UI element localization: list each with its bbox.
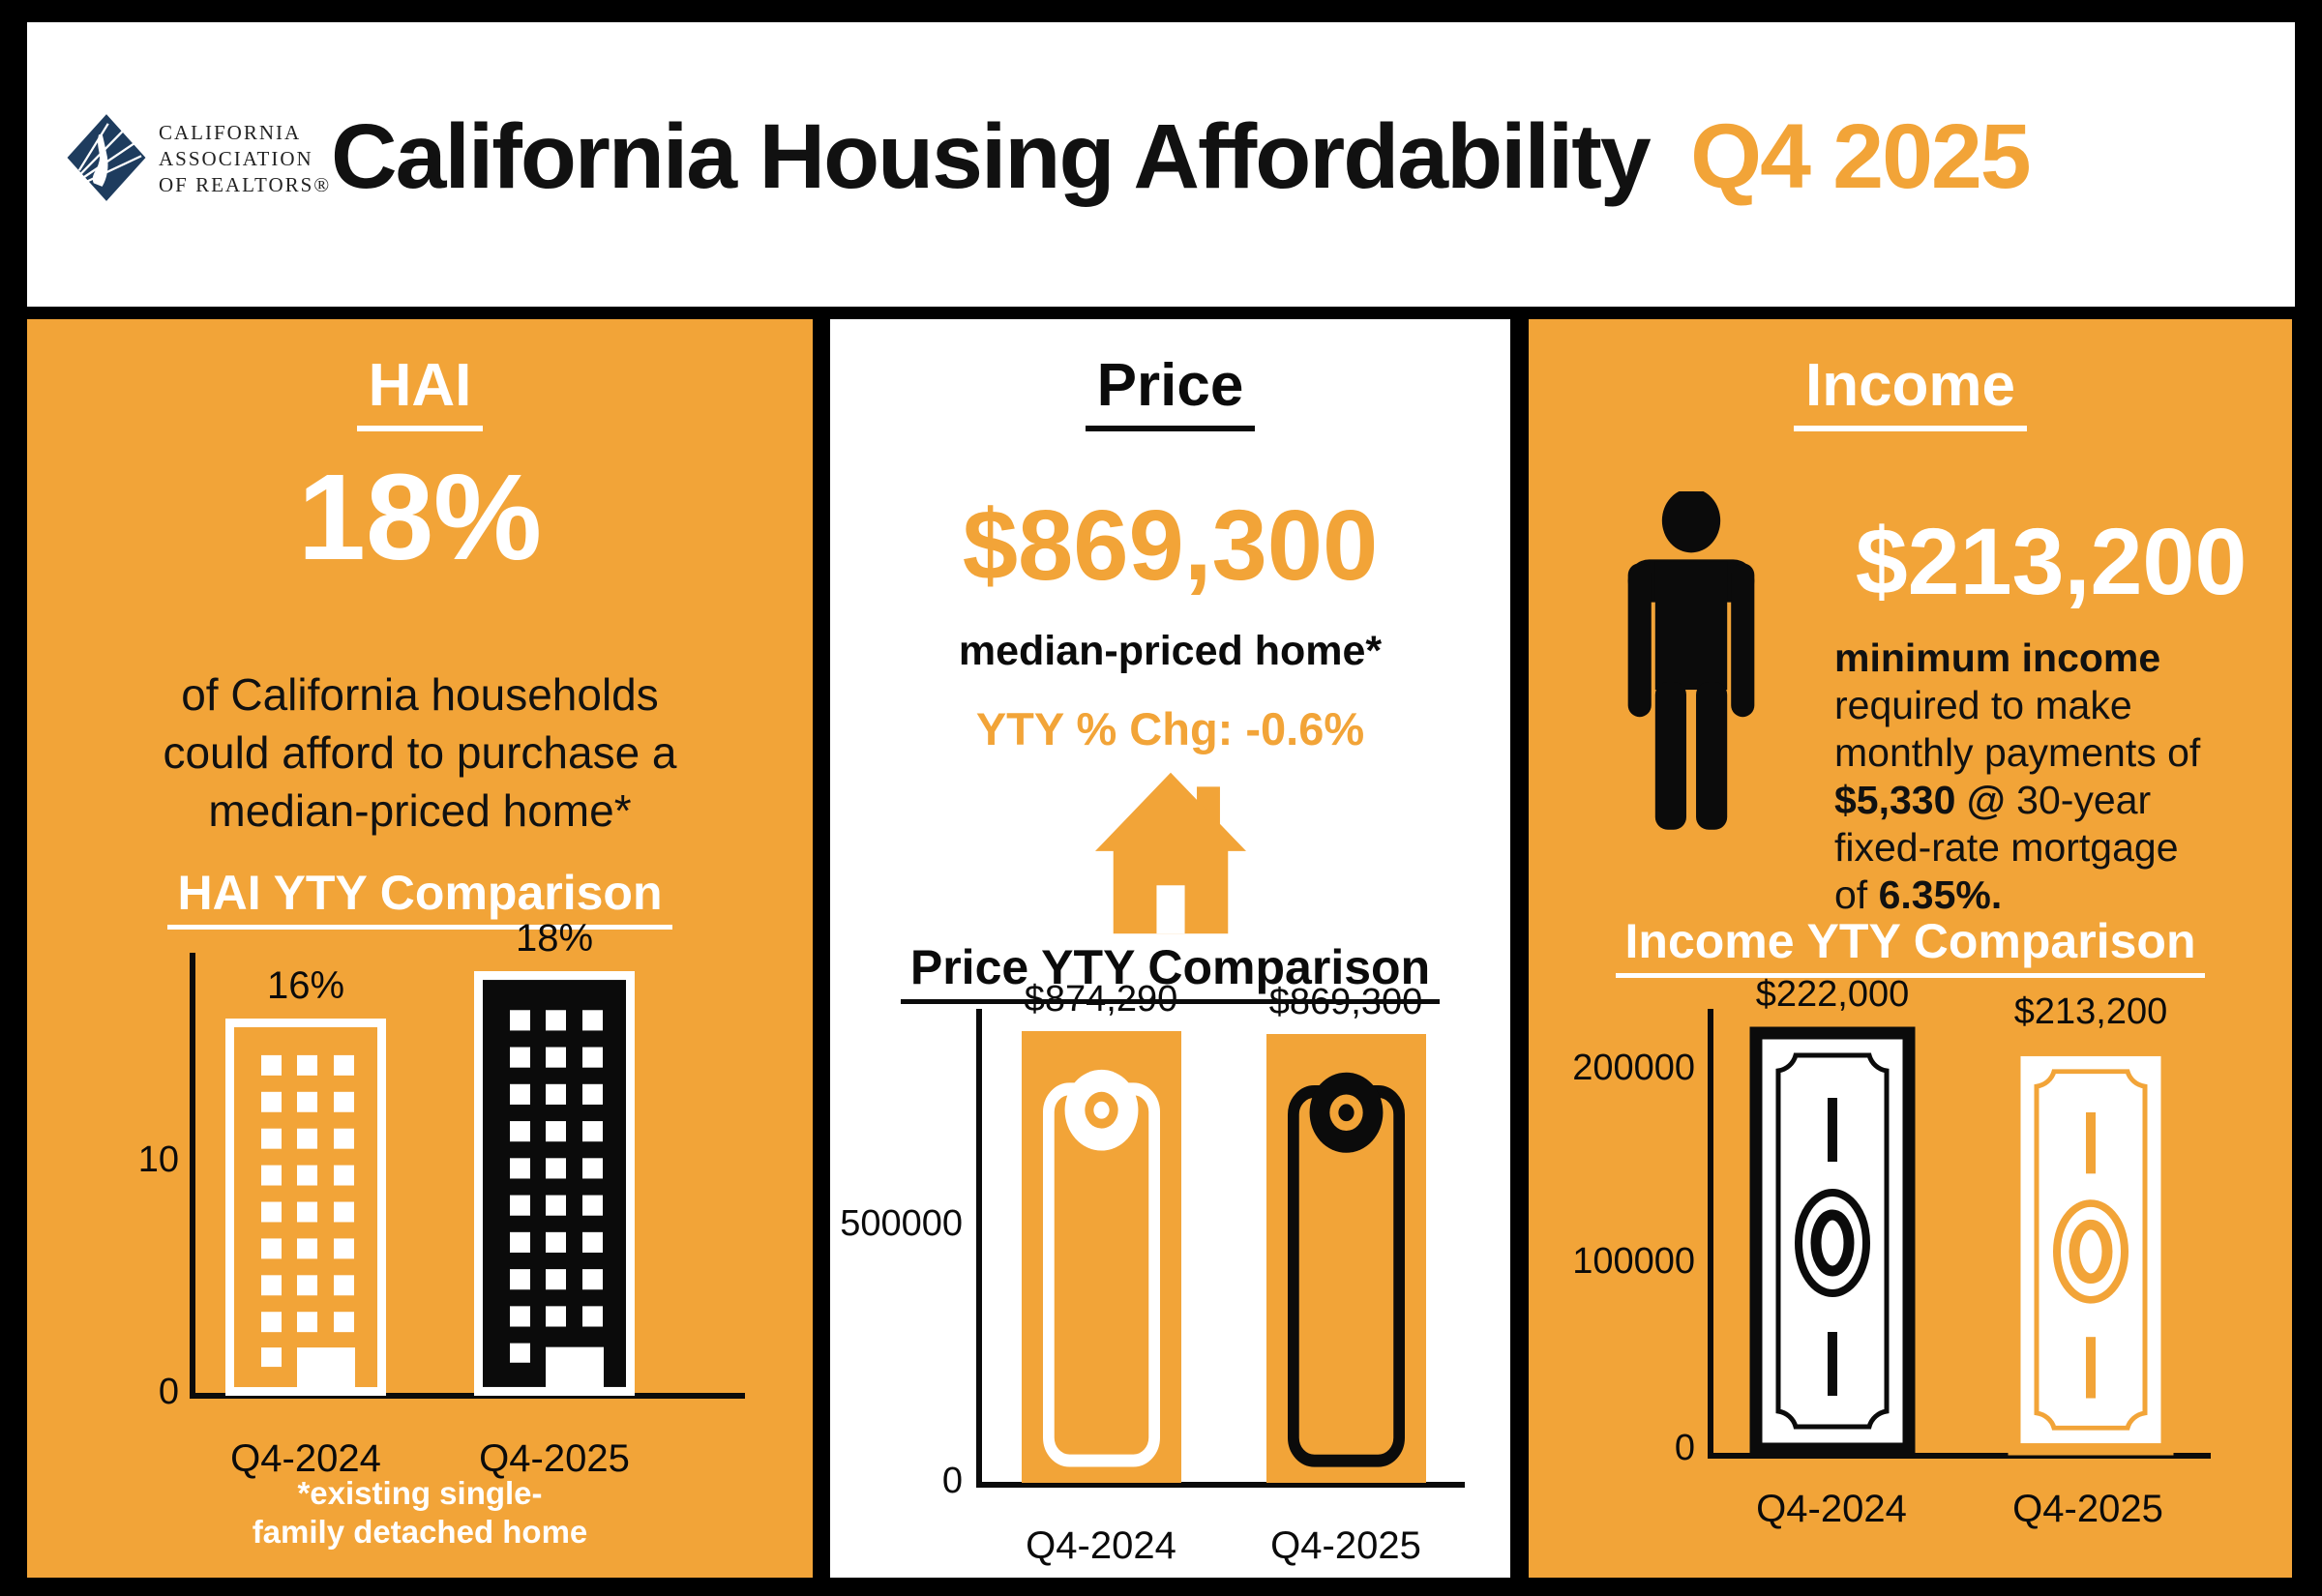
page-title-main: California Housing Affordability: [331, 105, 1652, 208]
income-desc-line1: minimum income: [1834, 635, 2161, 680]
price-bar-q4-2025: [1266, 1034, 1426, 1483]
income-bar-q4-2025: [2008, 1044, 2174, 1456]
hai-bar-label-2025: 18%: [515, 917, 594, 960]
price-xlabel-2025: Q4-2025: [1270, 1524, 1421, 1567]
hai-xlabel-2025: Q4-2025: [479, 1437, 630, 1480]
income-rate-value: 6.35%.: [1878, 872, 2003, 917]
income-desc-line4-rest: 30-year: [2005, 778, 2152, 822]
price-bar-label-2024: $874,290: [1024, 979, 1178, 1020]
income-chart-title: Income YTY Comparison: [1615, 917, 2206, 978]
income-desc-line6-pre: of: [1834, 872, 1879, 917]
income-bar-label-2024: $222,000: [1755, 974, 1910, 1015]
price-chart-x-axis: [976, 1482, 1465, 1488]
income-heading: Income: [1793, 356, 2028, 431]
income-desc-line2: required to make: [1834, 683, 2132, 727]
price-xlabel-2024: Q4-2024: [1026, 1524, 1176, 1567]
hai-value: 18%: [297, 449, 543, 585]
car-logo-icon: [64, 108, 149, 207]
logo-line-1: CALIFORNIA: [159, 121, 302, 144]
price-heading: Price: [1085, 356, 1256, 431]
building-icon: [474, 971, 635, 1396]
income-desc-line4: $5,330 @ 30-year: [1834, 777, 2279, 824]
price-chart-title: Price YTY Comparison: [900, 943, 1441, 1004]
income-desc-line3: monthly payments of: [1834, 730, 2201, 775]
income-xlabel-2025: Q4-2025: [2012, 1488, 2163, 1530]
income-ytick-200000: 200000: [1572, 1048, 1695, 1088]
logo-line-2: ASSOCIATION: [159, 147, 313, 170]
hai-desc-line2: could afford to purchase a: [163, 727, 677, 778]
page-title-quarter: Q4 2025: [1690, 105, 2031, 208]
hai-chart-y-axis: [190, 953, 195, 1399]
income-xlabel-2024: Q4-2024: [1756, 1488, 1907, 1530]
income-payment-amount: $5,330 @: [1834, 778, 2006, 822]
price-ytick-500000: 500000: [840, 1203, 963, 1244]
hai-bar-q4-2025: [474, 971, 635, 1396]
hai-xlabel-2024: Q4-2024: [230, 1437, 381, 1480]
income-description: minimum income required to make monthly …: [1834, 635, 2279, 919]
hai-bar-q4-2024: [225, 1019, 386, 1396]
income-desc-line6: of 6.35%.: [1834, 872, 2279, 919]
price-tag-icon: [1029, 1045, 1174, 1473]
income-chart-plot: $222,000 $213,200: [1711, 972, 2209, 1456]
price-chart-plot: $874,290 $869,300: [979, 981, 1463, 1483]
hai-heading: HAI: [356, 356, 484, 431]
header-band: [27, 22, 2295, 307]
hai-chart-x-axis: [190, 1393, 745, 1399]
price-tag-icon: [1274, 1048, 1418, 1473]
income-desc-line5: fixed-rate mortgage: [1834, 825, 2179, 870]
hai-bar-label-2024: 16%: [266, 964, 345, 1007]
hai-chart-title: HAI YTY Comparison: [167, 869, 672, 930]
hai-footnote: *existing single- family detached home: [27, 1474, 813, 1552]
hai-ytick-0: 0: [158, 1372, 179, 1412]
income-bar-q4-2024: [1749, 1026, 1916, 1456]
price-value: $869,300: [962, 489, 1379, 601]
income-value: $213,200: [1855, 509, 2248, 614]
income-ytick-100000: 100000: [1572, 1241, 1695, 1282]
hai-desc-line1: of California households: [181, 669, 659, 720]
hai-desc-line3: median-priced home*: [208, 785, 632, 836]
hai-ytick-10: 10: [137, 1139, 179, 1180]
dollar-bill-icon: [1749, 1026, 1916, 1456]
logo-wordmark: CALIFORNIA ASSOCIATION OF REALTORS®: [159, 120, 352, 198]
price-subtitle: median-priced home*: [958, 628, 1383, 674]
hai-footnote-line1: *existing single-: [297, 1475, 543, 1511]
income-bar-label-2025: $213,200: [2013, 991, 2168, 1032]
building-icon: [225, 1019, 386, 1396]
price-bar-label-2025: $869,300: [1268, 982, 1423, 1022]
page-title: California Housing Affordability Q4 2025: [331, 106, 2295, 208]
price-bar-q4-2024: [1022, 1031, 1181, 1483]
dollar-bill-icon: [2008, 1044, 2174, 1456]
income-ytick-0: 0: [1674, 1428, 1695, 1468]
hai-chart-plot: 16% 18%: [193, 912, 745, 1396]
price-ytick-0: 0: [941, 1461, 963, 1501]
house-icon: [1095, 772, 1246, 934]
price-yty-change: YTY % Chg: -0.6%: [975, 703, 1365, 754]
logo-line-3: OF REALTORS®: [159, 173, 332, 196]
person-icon: [1618, 491, 1765, 871]
price-chart-y-axis: [976, 1009, 982, 1488]
income-chart-y-axis: [1708, 1009, 1713, 1459]
hai-panel: [27, 319, 813, 1578]
hai-description: of California households could afford to…: [27, 665, 813, 840]
income-chart-x-axis: [1708, 1453, 2211, 1459]
hai-footnote-line2: family detached home: [252, 1514, 588, 1550]
